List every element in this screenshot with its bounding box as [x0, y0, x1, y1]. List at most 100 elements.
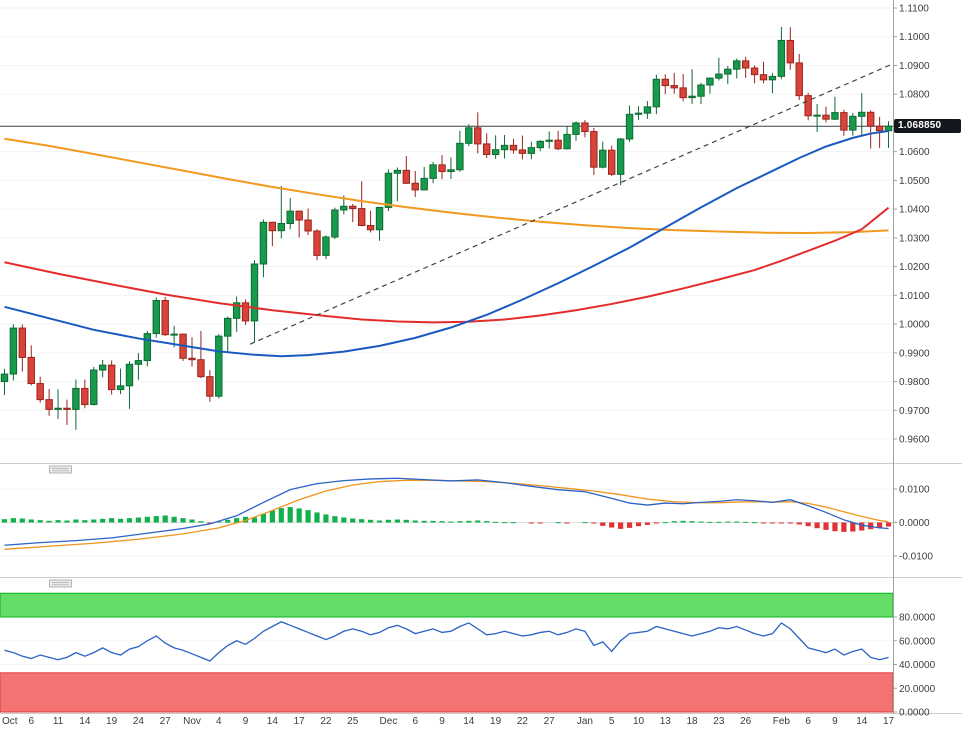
candle-body	[608, 149, 616, 175]
candle-body	[491, 149, 500, 156]
candle-body	[634, 112, 643, 115]
x-axis-label: 23	[713, 716, 725, 727]
candle-body	[143, 333, 152, 362]
candle-body	[840, 112, 848, 131]
candle-body	[599, 149, 607, 168]
price-axis[interactable]: 1.11001.10001.09001.08001.07001.06001.05…	[893, 4, 936, 719]
candle-body	[554, 139, 562, 150]
candle-body	[134, 360, 143, 365]
candle-body	[875, 125, 884, 132]
sma-100-line	[4, 206, 890, 324]
candle-body	[402, 169, 411, 184]
axis-tick-label: 60.0000	[899, 636, 936, 647]
candle-body	[786, 39, 794, 64]
macd-line	[4, 477, 889, 546]
candle-body	[81, 387, 89, 406]
candle-body	[250, 263, 259, 322]
candle-body	[277, 223, 286, 232]
x-axis-label: 9	[243, 716, 249, 727]
candle-body	[411, 182, 419, 191]
candle-body	[375, 206, 384, 231]
candle-body	[545, 139, 553, 142]
candle-body	[107, 364, 116, 391]
candle-body	[18, 327, 27, 358]
axis-tick-label: 1.0900	[899, 61, 930, 72]
candle-body	[509, 144, 518, 151]
candle-body	[724, 68, 732, 75]
candle-body	[331, 209, 339, 238]
candle-body	[384, 172, 393, 208]
x-axis-label: Dec	[380, 716, 398, 727]
x-axis-label: 25	[347, 716, 359, 727]
last-price-badge: 1.068850	[894, 119, 961, 133]
axis-tick-label: 1.1100	[899, 4, 929, 15]
x-axis-label: Oct	[2, 716, 18, 727]
candle-body	[500, 144, 509, 151]
x-axis-label: 22	[517, 716, 529, 727]
candle-body	[858, 111, 866, 117]
x-axis-label: 4	[216, 716, 222, 727]
candle-body	[72, 387, 80, 410]
x-axis-label: 6	[805, 716, 811, 727]
candles	[0, 26, 893, 430]
candle-body	[125, 363, 134, 387]
candle-body	[438, 164, 446, 172]
candle-body	[625, 113, 634, 140]
candle-body	[706, 77, 714, 86]
axis-tick-label: 1.1000	[899, 32, 930, 43]
axis-tick-label: 40.0000	[899, 660, 936, 671]
candle-body	[831, 112, 839, 120]
x-axis-label: 5	[609, 716, 615, 727]
candle-body	[759, 74, 768, 81]
x-axis-label: 26	[740, 716, 752, 727]
candle-body	[54, 407, 62, 410]
candle-body	[572, 122, 580, 135]
candle-body	[679, 87, 687, 99]
candle-body	[822, 114, 830, 120]
candle-body	[795, 62, 803, 97]
candle-body	[581, 122, 589, 133]
candle-body	[98, 364, 107, 371]
axis-tick-label: 1.0000	[899, 320, 930, 331]
x-axis-label: 11	[53, 716, 64, 727]
macd-panel-grip[interactable]	[49, 465, 72, 474]
x-axis-label: 27	[160, 716, 172, 727]
candle-body	[590, 131, 598, 168]
axis-tick-label: 1.0800	[899, 90, 930, 101]
candle-body	[884, 125, 893, 132]
candle-body	[206, 376, 214, 397]
axis-tick-label: 20.0000	[899, 684, 936, 695]
sma-200-line	[4, 137, 889, 234]
candle-body	[232, 302, 241, 319]
candle-body	[152, 300, 160, 335]
candle-body	[90, 369, 98, 406]
candle-body	[241, 302, 250, 322]
candle-body	[0, 373, 9, 383]
candle-body	[652, 78, 661, 108]
x-axis-label: 22	[320, 716, 332, 727]
axis-tick-label: 0.9900	[899, 348, 930, 359]
candle-body	[27, 356, 35, 385]
x-axis[interactable]: Oct 6 11 14 19 24 27 Nov 4 9 14 17 22 25 Dec 6 9 14 19 22 27…	[2, 716, 895, 727]
candle-body	[366, 225, 375, 231]
candle-body	[340, 205, 348, 211]
candle-body	[643, 106, 652, 114]
oscillator-line	[4, 621, 889, 662]
candle-body	[393, 169, 402, 174]
candle-body	[429, 164, 437, 179]
candle-body	[161, 300, 169, 336]
candle-body	[36, 383, 44, 401]
axis-tick-label: 1.0500	[899, 176, 930, 187]
axis-tick-label: 1.0100	[899, 291, 930, 302]
x-axis-label: 18	[687, 716, 699, 727]
macd-histogram	[1, 507, 892, 532]
candle-body	[349, 205, 357, 210]
candle-body	[527, 147, 536, 154]
candle-body	[518, 149, 527, 154]
candle-body	[188, 357, 196, 361]
candle-body	[224, 317, 232, 337]
candle-body	[322, 236, 330, 256]
oscillator-panel-grip[interactable]	[49, 579, 72, 588]
